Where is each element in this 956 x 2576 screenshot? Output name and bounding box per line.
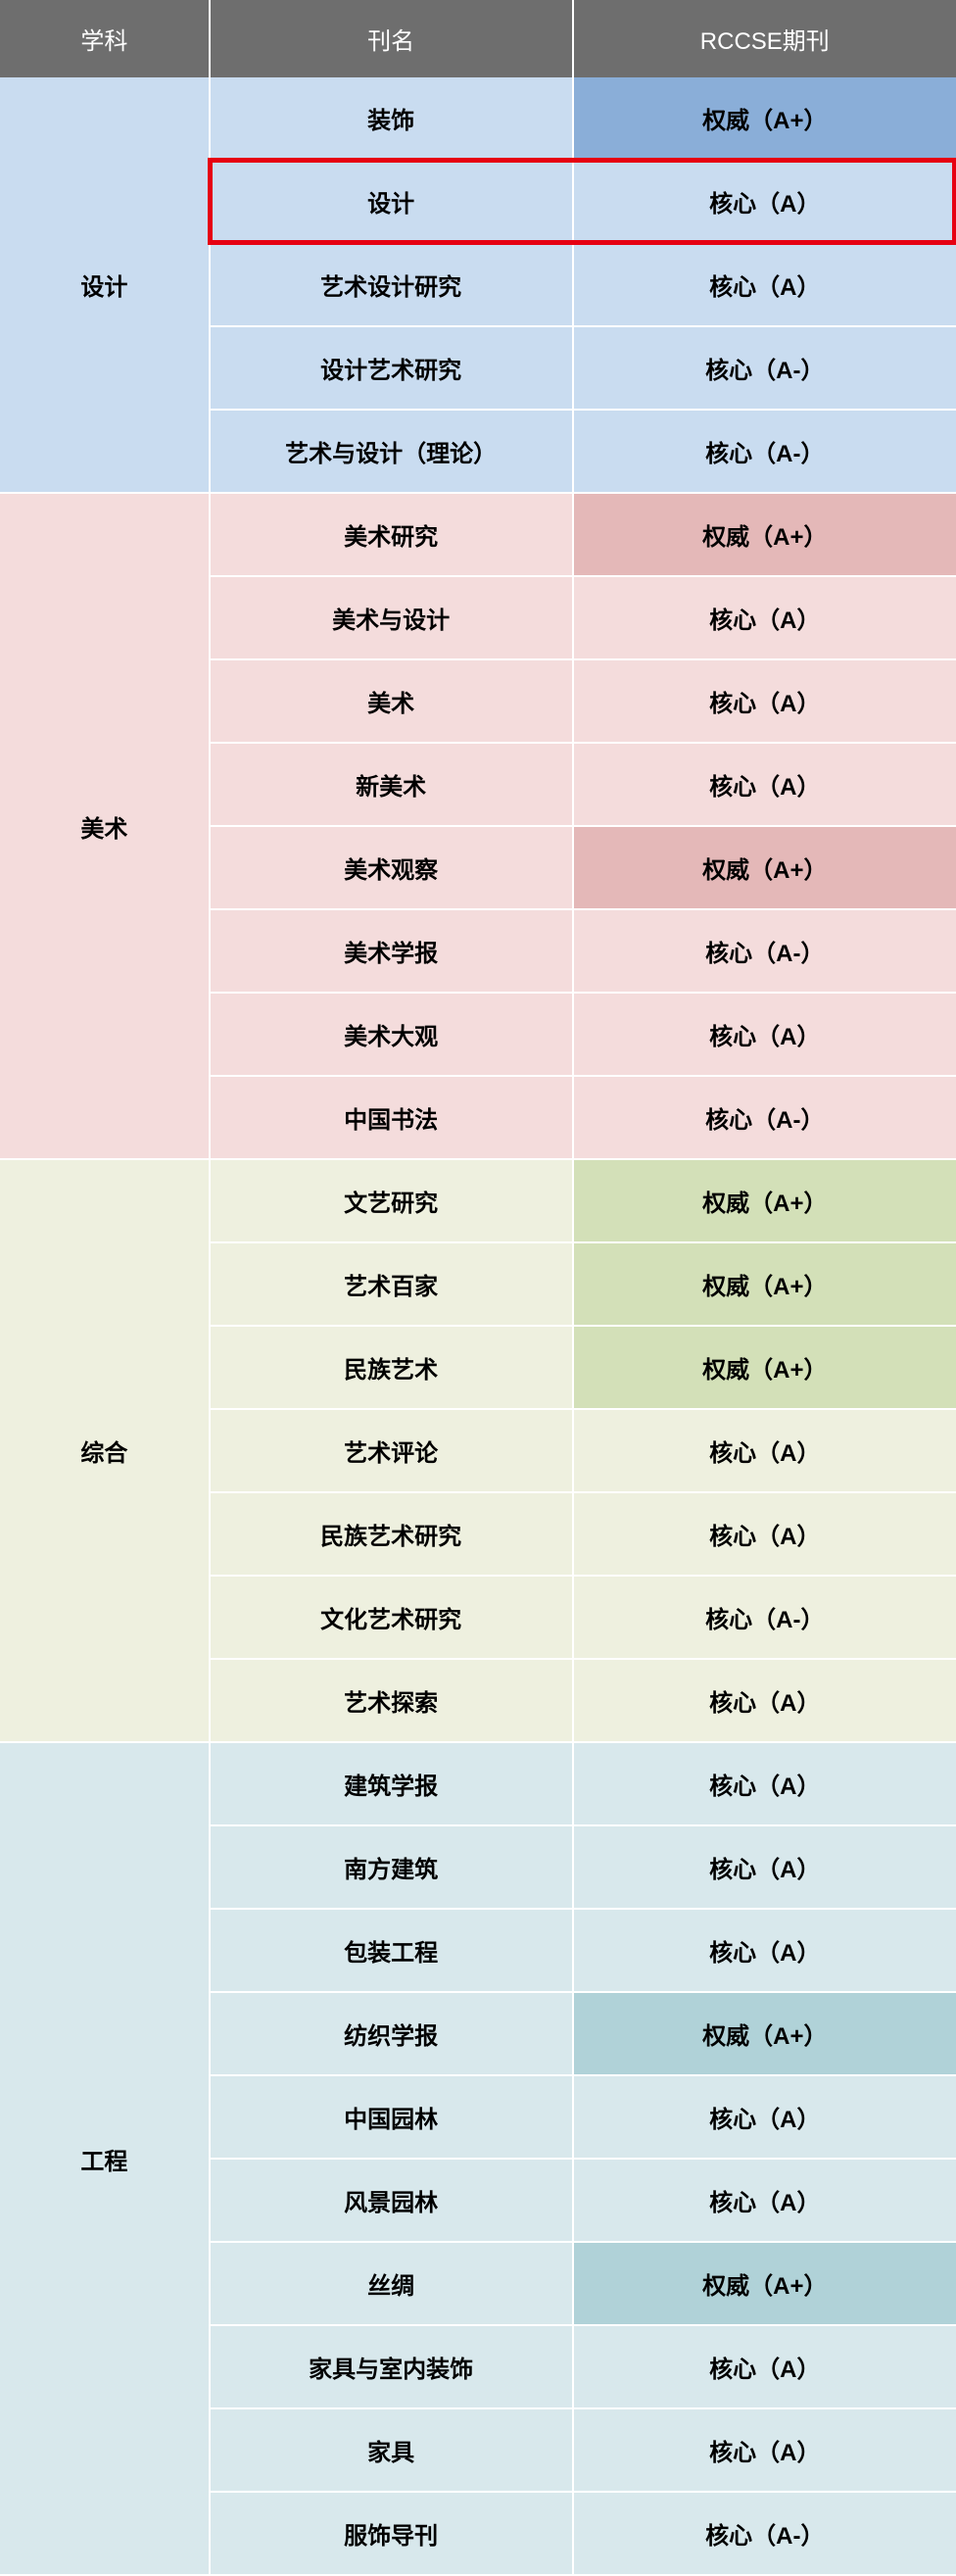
journal-cell: 美术大观 [211,994,574,1077]
rating-cell: 核心（A） [574,994,956,1077]
rating-cell: 核心（A） [574,1910,956,1993]
rating-cell: 核心（A-） [574,910,956,994]
table-row: 工程建筑学报核心（A） [0,1743,956,1826]
journal-ranking-table: 学科 刊名 RCCSE期刊 设计装饰权威（A+）设计核心（A）艺术设计研究核心（… [0,0,956,2576]
rating-cell: 权威（A+） [574,77,956,161]
journal-cell: 美术学报 [211,910,574,994]
rating-cell: 核心（A） [574,2409,956,2493]
journal-cell: 新美术 [211,744,574,827]
journal-cell: 设计 [211,161,574,244]
journal-cell: 艺术与设计（理论） [211,411,574,494]
rating-cell: 权威（A+） [574,494,956,577]
rating-cell: 核心（A） [574,660,956,744]
journal-cell: 纺织学报 [211,1993,574,2076]
journal-cell: 艺术百家 [211,1243,574,1327]
rating-cell: 核心（A） [574,2326,956,2409]
subject-cell: 设计 [0,77,211,494]
rating-cell: 权威（A+） [574,2243,956,2326]
rating-cell: 核心（A） [574,1743,956,1826]
journal-cell: 文化艺术研究 [211,1577,574,1660]
rating-cell: 核心（A-） [574,1077,956,1160]
journal-cell: 艺术探索 [211,1660,574,1743]
journal-cell: 中国园林 [211,2076,574,2160]
journal-cell: 文艺研究 [211,1160,574,1243]
subject-cell: 美术 [0,494,211,1160]
rating-cell: 核心（A） [574,2160,956,2243]
rating-cell: 权威（A+） [574,1993,956,2076]
rating-cell: 核心（A） [574,1410,956,1493]
journal-cell: 艺术评论 [211,1410,574,1493]
rating-cell: 核心（A） [574,1826,956,1910]
journal-cell: 丝绸 [211,2243,574,2326]
rating-cell: 核心（A-） [574,327,956,411]
rating-cell: 核心（A-） [574,411,956,494]
rating-cell: 核心（A） [574,1493,956,1577]
journal-cell: 艺术设计研究 [211,244,574,327]
journal-cell: 家具与室内装饰 [211,2326,574,2409]
rating-cell: 核心（A） [574,2076,956,2160]
rating-cell: 核心（A） [574,161,956,244]
journal-cell: 设计艺术研究 [211,327,574,411]
journal-cell: 美术 [211,660,574,744]
rating-cell: 核心（A） [574,577,956,660]
journal-cell: 风景园林 [211,2160,574,2243]
rating-cell: 权威（A+） [574,1327,956,1410]
rating-cell: 核心（A） [574,1660,956,1743]
rating-cell: 核心（A-） [574,2493,956,2576]
header-subject: 学科 [0,0,211,77]
table-header-row: 学科 刊名 RCCSE期刊 [0,0,956,77]
rating-cell: 核心（A） [574,244,956,327]
journal-cell: 装饰 [211,77,574,161]
journal-cell: 家具 [211,2409,574,2493]
journal-cell: 美术研究 [211,494,574,577]
journal-cell: 民族艺术研究 [211,1493,574,1577]
rating-cell: 权威（A+） [574,1243,956,1327]
subject-cell: 综合 [0,1160,211,1743]
table-row: 美术美术研究权威（A+） [0,494,956,577]
header-rating: RCCSE期刊 [574,0,956,77]
journal-cell: 包装工程 [211,1910,574,1993]
journal-cell: 中国书法 [211,1077,574,1160]
journal-cell: 服饰导刊 [211,2493,574,2576]
table-row: 综合文艺研究权威（A+） [0,1160,956,1243]
rating-cell: 核心（A-） [574,1577,956,1660]
header-journal: 刊名 [211,0,574,77]
rating-cell: 权威（A+） [574,827,956,910]
journal-cell: 美术观察 [211,827,574,910]
rating-cell: 核心（A） [574,744,956,827]
journal-cell: 民族艺术 [211,1327,574,1410]
subject-cell: 工程 [0,1743,211,2576]
journal-cell: 建筑学报 [211,1743,574,1826]
table-row: 设计装饰权威（A+） [0,77,956,161]
journal-cell: 南方建筑 [211,1826,574,1910]
journal-cell: 美术与设计 [211,577,574,660]
rating-cell: 权威（A+） [574,1160,956,1243]
